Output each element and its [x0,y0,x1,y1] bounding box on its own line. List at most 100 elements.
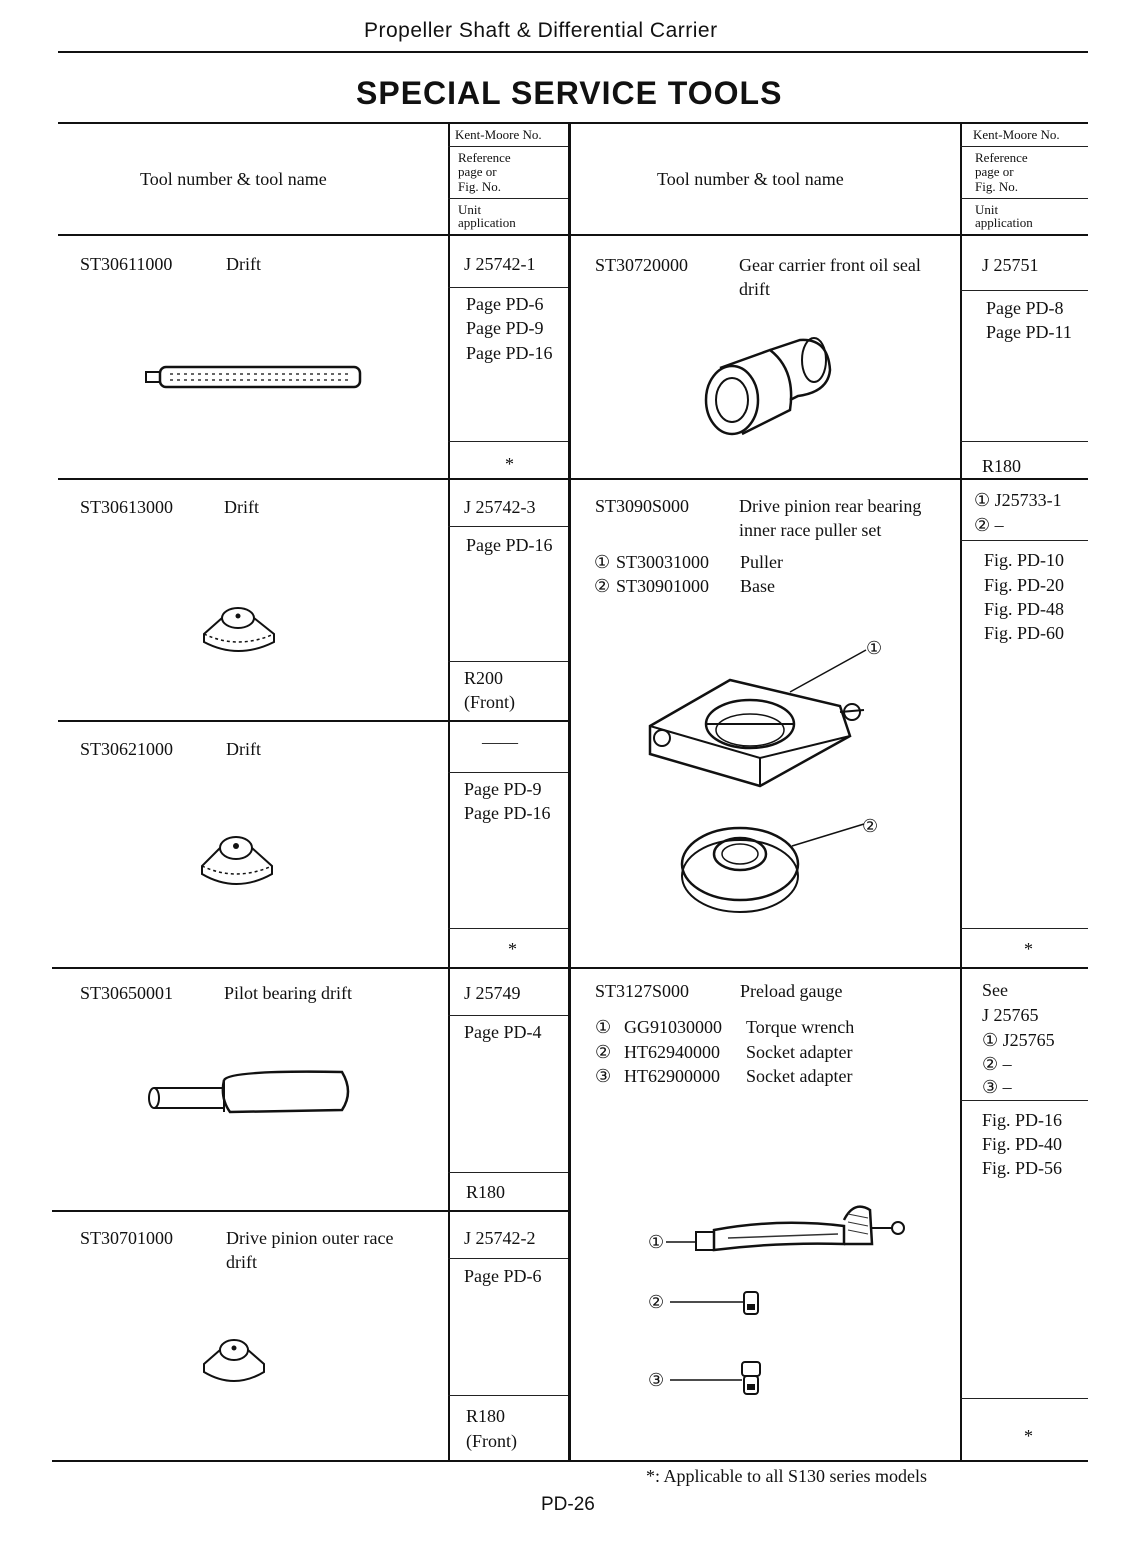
reference: Page PD-16 [466,343,553,363]
cell-rule [960,1398,1088,1399]
cell-rule [448,1395,568,1396]
reference: Fig. PD-60 [984,623,1065,643]
header-unit-right-2: application [975,215,1033,230]
part-name: Torque wrench [746,1017,855,1037]
header-unit-left-2: application [458,215,516,230]
kent-moore-number: J 25742-3 [464,497,536,517]
reference: Page PD-11 [986,322,1072,342]
cell-rule [448,287,568,288]
reference: Page PD-6 [464,1266,542,1286]
reference: Page PD-4 [464,1022,542,1042]
cell-rule [448,441,568,442]
header-sub-rule [960,198,1088,199]
header-ref-right-2: page or [975,164,1014,179]
reference: Page PD-8 [986,298,1064,318]
cap-drift-icon [203,607,275,652]
callout-1: ① [866,638,882,658]
reference: Page PD-6 [466,294,544,314]
unit-application: * [508,939,517,959]
reference: Page PD-9 [464,779,542,799]
tool-name: Pilot bearing drift [224,983,352,1003]
tool-number: ST30613000 [80,497,174,517]
row-separator [58,720,568,722]
tool-number: ST30611000 [80,254,173,274]
header-tool-right: Tool number & tool name [657,169,844,189]
cap-drift-icon [201,836,273,885]
unit-note: (Front) [466,1431,517,1451]
part-number: ST30901000 [616,576,710,596]
kent-moore-number: J 25751 [982,255,1039,275]
kent-moore-number: J 25742-1 [464,254,536,274]
part-number: GG91030000 [624,1017,722,1037]
cell-rule [448,772,568,773]
header-unit-right-1: Unit [975,202,999,217]
cell-rule [960,441,1088,442]
table-top-rule [58,122,1088,124]
header-sub-rule [448,146,568,147]
unit-application: R200 [464,668,504,688]
row-separator [52,967,568,969]
tool-number: ST30720000 [595,255,689,275]
kent-moore-number: J 25765 [982,1005,1039,1025]
table-head-rule [58,234,1088,236]
reference: Page PD-9 [466,318,544,338]
cell-rule [960,540,1088,541]
kent-moore-number: ② – [974,515,1004,535]
header-ref-left-2: page or [458,164,497,179]
kent-moore-number: ② – [982,1054,1012,1074]
callout-2: ② [862,816,878,836]
callout-3: ③ [648,1370,664,1390]
table-bottom-rule [52,1460,1088,1462]
cell-rule [448,1172,568,1173]
header-ref-right-1: Reference [975,150,1028,165]
cell-rule [448,526,568,527]
pilot-drift-icon [148,1070,350,1114]
cell-rule [960,928,1088,929]
tool-number: ST30650001 [80,983,174,1003]
part-name: Socket adapter [746,1042,853,1062]
reference: Page PD-16 [464,803,551,823]
cell-rule [960,1100,1088,1101]
tool-name: Gear carrier front oil seal [739,255,921,275]
header-unit-left-1: Unit [458,202,482,217]
tool-name-line-2: inner race puller set [739,520,882,540]
tool-name: Drive pinion rear bearing [739,496,922,516]
cell-rule [960,290,1088,291]
header-sub-rule [448,198,568,199]
header-ref-left-1: Reference [458,150,511,165]
kent-moore-number: See [982,980,1008,1000]
header-ref-left-3: Fig. No. [458,179,501,194]
kent-moore-number: ① J25733-1 [974,490,1062,510]
header-tool-left: Tool number & tool name [140,169,327,189]
row-separator [568,478,1088,480]
kent-moore-number: J 25742-2 [464,1228,536,1248]
unit-application: * [1024,1426,1033,1446]
cell-rule [448,1258,568,1259]
kent-moore-number: ③ – [982,1077,1012,1097]
cap-drift-icon [203,1339,265,1382]
cell-rule [448,928,568,929]
puller-set-icon: ① ② [648,638,882,913]
tool-name: Drift [226,254,261,274]
part-name: Socket adapter [746,1066,853,1086]
tool-number: ST30621000 [80,739,174,759]
col-divider-3 [960,122,962,1460]
cell-rule [448,661,568,662]
reference: Fig. PD-20 [984,575,1065,595]
header-kent-moore-left: Kent-Moore No. [455,127,542,142]
row-separator [52,1210,568,1212]
cell-rule [448,1015,568,1016]
part-mark: ② [594,576,611,596]
part-mark: ③ [595,1066,612,1086]
part-name: Base [740,576,775,596]
tool-number: ST3127S000 [595,981,690,1001]
tool-name-line-2: drift [739,279,770,299]
header-sub-rule [960,146,1088,147]
tool-name-line-2: drift [226,1252,257,1272]
reference: Page PD-16 [466,535,553,555]
kent-moore-number: J 25749 [464,983,521,1003]
reference: Fig. PD-48 [984,599,1065,619]
footnote: *: Applicable to all S130 series models [646,1466,927,1486]
long-drift-icon [145,365,362,389]
oil-seal-drift-icon [704,337,832,436]
